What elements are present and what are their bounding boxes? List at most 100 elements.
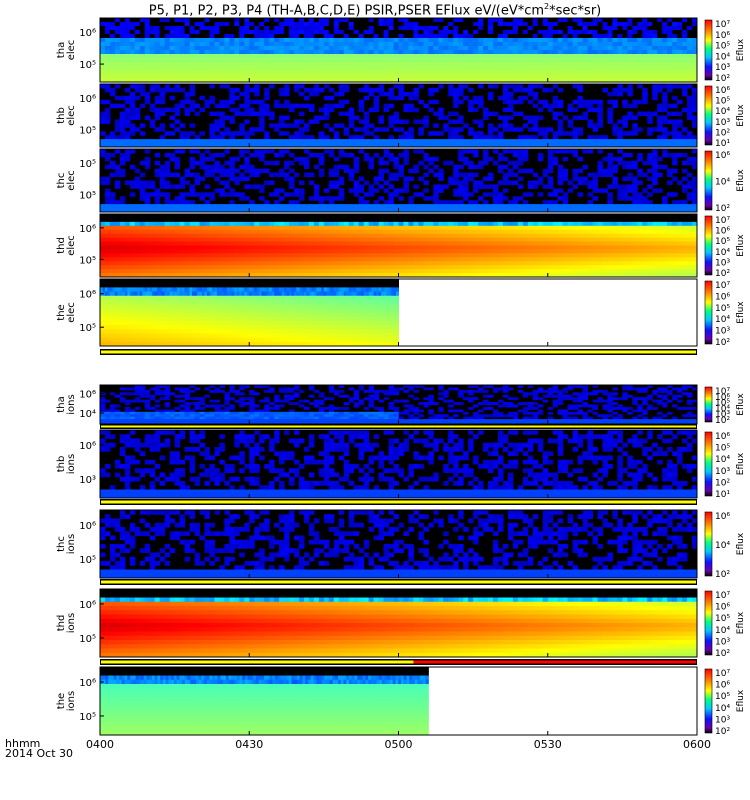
heatmap-cell	[219, 46, 225, 51]
heatmap-cell	[657, 87, 663, 93]
heatmap-cell	[602, 54, 608, 59]
heatmap-cell	[582, 103, 589, 109]
heatmap-cell	[174, 253, 181, 258]
heatmap-cell	[612, 103, 618, 109]
heatmap-cell	[572, 99, 579, 105]
heatmap-cell	[184, 229, 191, 235]
heatmap-cell	[299, 156, 305, 162]
heatmap-cell	[119, 74, 126, 79]
colorbar-tick-label: 10³	[715, 63, 730, 73]
heatmap-cell	[537, 38, 544, 43]
heatmap-cell	[119, 225, 126, 231]
heatmap-cell	[522, 168, 529, 174]
heatmap-cell	[463, 156, 469, 162]
heatmap-cell	[692, 143, 698, 148]
heatmap-cell	[667, 87, 673, 93]
heatmap-cell	[383, 149, 390, 154]
heatmap-cell	[343, 208, 350, 213]
heatmap-cell	[194, 229, 200, 235]
heatmap-cell	[139, 196, 146, 201]
heatmap-cell	[358, 103, 365, 109]
heatmap-cell	[229, 261, 235, 266]
heatmap-cell	[313, 164, 320, 170]
heatmap-cell	[264, 46, 270, 51]
heatmap-cell	[622, 115, 628, 120]
heatmap-cell	[527, 26, 534, 31]
heatmap-cell	[179, 78, 186, 83]
heatmap-cell	[488, 91, 494, 97]
heatmap-cell	[483, 135, 489, 140]
heatmap-cell	[179, 70, 186, 75]
heatmap-cell	[318, 237, 325, 243]
heatmap-cell	[219, 34, 225, 39]
heatmap-cell	[224, 229, 230, 235]
heatmap-cell	[662, 66, 668, 71]
heatmap-cell	[194, 22, 200, 27]
heatmap-cell	[542, 208, 549, 213]
heatmap-cell	[269, 265, 275, 270]
heatmap-cell	[313, 143, 320, 148]
heatmap-cell	[100, 22, 106, 27]
heatmap-cell	[498, 143, 504, 148]
heatmap-cell	[104, 188, 111, 193]
heatmap-cell	[423, 139, 429, 144]
heatmap-cell	[413, 164, 419, 170]
heatmap-cell	[517, 143, 524, 148]
heatmap-cell	[184, 168, 191, 174]
heatmap-cell	[229, 42, 235, 47]
heatmap-cell	[378, 22, 385, 27]
heatmap-cell	[373, 99, 380, 105]
heatmap-cell	[368, 261, 375, 266]
heatmap-cell	[647, 18, 653, 23]
heatmap-cell	[174, 149, 181, 154]
heatmap-cell	[542, 66, 549, 71]
heatmap-cell	[144, 26, 151, 31]
heatmap-cell	[612, 168, 618, 174]
heatmap-cell	[418, 46, 424, 51]
heatmap-cell	[333, 245, 340, 250]
heatmap-cell	[493, 111, 499, 116]
heatmap-cell	[483, 34, 489, 39]
heatmap-cell	[224, 204, 230, 209]
heatmap-cell	[303, 62, 310, 67]
heatmap-cell	[239, 241, 245, 246]
heatmap-cell	[289, 180, 295, 185]
heatmap-cell	[438, 78, 444, 83]
heatmap-cell	[134, 253, 141, 258]
heatmap-cell	[323, 84, 330, 89]
heatmap-cell	[333, 196, 340, 201]
heatmap-cell	[169, 87, 176, 93]
heatmap-cell	[139, 257, 146, 262]
heatmap-cell	[328, 217, 335, 223]
heatmap-cell	[264, 70, 270, 75]
heatmap-cell	[284, 225, 290, 231]
heatmap-cell	[483, 152, 489, 158]
heatmap-cell	[348, 265, 355, 270]
heatmap-cell	[383, 233, 390, 239]
heatmap-cell	[662, 34, 668, 39]
heatmap-cell	[537, 74, 544, 79]
heatmap-cell	[368, 107, 375, 113]
heatmap-cell	[333, 208, 340, 213]
heatmap-cell	[179, 204, 186, 209]
heatmap-cell	[652, 54, 658, 59]
heatmap-cell	[209, 42, 215, 47]
heatmap-cell	[254, 143, 260, 148]
heatmap-cell	[398, 208, 404, 213]
heatmap-cell	[179, 131, 186, 136]
heatmap-cell	[527, 87, 534, 93]
heatmap-cell	[303, 245, 310, 250]
heatmap-cell	[463, 46, 469, 51]
heatmap-cell	[498, 22, 504, 27]
heatmap-cell	[532, 22, 539, 27]
heatmap-cell	[104, 217, 111, 223]
heatmap-cell	[358, 269, 365, 274]
heatmap-cell	[572, 26, 579, 31]
heatmap-cell	[428, 131, 434, 136]
heatmap-cell	[562, 131, 569, 136]
heatmap-cell	[567, 58, 574, 63]
heatmap-cell	[562, 46, 569, 51]
heatmap-cell	[532, 38, 539, 43]
heatmap-cell	[189, 143, 196, 148]
heatmap-cell	[642, 58, 648, 63]
